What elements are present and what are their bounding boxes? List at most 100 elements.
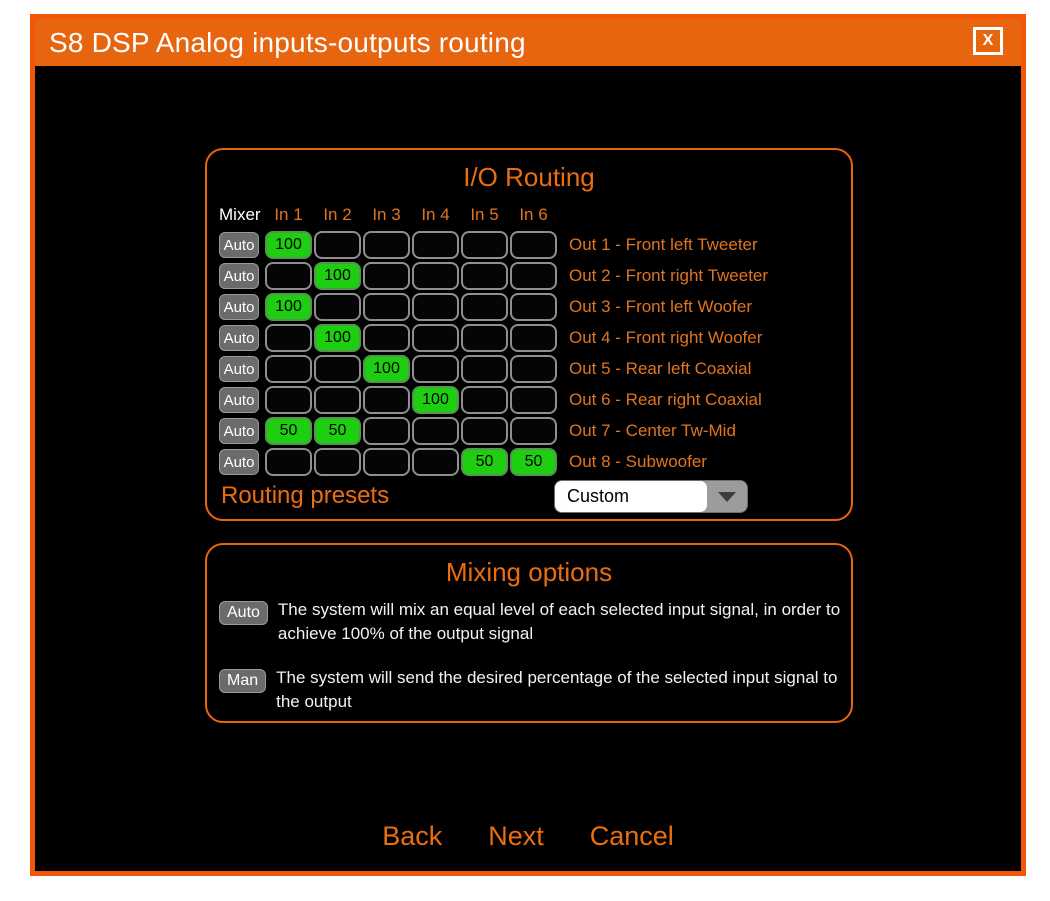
routing-cell-out4-in4[interactable] bbox=[412, 324, 459, 352]
close-button[interactable]: X bbox=[973, 27, 1003, 55]
mixer-mode-button-out-5[interactable]: Auto bbox=[219, 356, 259, 382]
input-header-1: In 1 bbox=[274, 205, 303, 224]
routing-cell-out7-in3[interactable] bbox=[363, 417, 410, 445]
routing-preset-value[interactable]: Custom bbox=[555, 481, 707, 512]
routing-cell-out7-in1[interactable]: 50 bbox=[265, 417, 312, 445]
routing-cell-out4-in5[interactable] bbox=[461, 324, 508, 352]
routing-cell-out3-in1[interactable]: 100 bbox=[265, 293, 312, 321]
matrix-row-out-7: Auto 50 50 Out 7 - Center Tw-Mid bbox=[219, 417, 851, 445]
input-header-5: In 5 bbox=[470, 205, 499, 224]
mixing-badge-man[interactable]: Man bbox=[219, 669, 267, 694]
routing-cell-out3-in6[interactable] bbox=[510, 293, 557, 321]
matrix-row-out-1: Auto 100 Out 1 - Front left Tweeter bbox=[219, 231, 851, 259]
routing-cell-out8-in5[interactable]: 50 bbox=[461, 448, 508, 476]
routing-cell-out2-in4[interactable] bbox=[412, 262, 459, 290]
mixing-description-auto: The system will mix an equal level of ea… bbox=[277, 600, 841, 644]
matrix-rows: Auto 100 Out 1 - Front left Tweeter Auto 100… bbox=[207, 231, 851, 476]
dropdown-button[interactable] bbox=[707, 481, 747, 512]
routing-cell-out2-in6[interactable] bbox=[510, 262, 557, 290]
routing-cell-out6-in2[interactable] bbox=[314, 386, 361, 414]
routing-cell-out4-in1[interactable] bbox=[265, 324, 312, 352]
routing-cell-out5-in4[interactable] bbox=[412, 355, 459, 383]
routing-cell-out5-in3[interactable]: 100 bbox=[363, 355, 410, 383]
mixer-mode-button-out-1[interactable]: Auto bbox=[219, 232, 259, 258]
routing-cell-out8-in2[interactable] bbox=[314, 448, 361, 476]
mixer-mode-button-out-8[interactable]: Auto bbox=[219, 449, 259, 475]
mixer-mode-button-out-6[interactable]: Auto bbox=[219, 387, 259, 413]
routing-cell-out4-in3[interactable] bbox=[363, 324, 410, 352]
routing-cell-out6-in1[interactable] bbox=[265, 386, 312, 414]
routing-cell-out5-in2[interactable] bbox=[314, 355, 361, 383]
routing-cell-out4-in6[interactable] bbox=[510, 324, 557, 352]
routing-cell-out7-in6[interactable] bbox=[510, 417, 557, 445]
routing-cell-out1-in4[interactable] bbox=[412, 231, 459, 259]
output-label-5: Out 5 - Rear left Coaxial bbox=[569, 359, 752, 378]
io-routing-panel: I/O Routing Mixer In 1 In 2 In 3 In 4 In 5 In… bbox=[205, 148, 853, 521]
output-label-4: Out 4 - Front right Woofer bbox=[569, 328, 763, 347]
input-header-6: In 6 bbox=[519, 205, 548, 224]
cancel-button[interactable]: Cancel bbox=[589, 821, 674, 851]
routing-cell-out1-in3[interactable] bbox=[363, 231, 410, 259]
routing-cell-out3-in2[interactable] bbox=[314, 293, 361, 321]
title-bar: S8 DSP Analog inputs-outputs routing X bbox=[35, 19, 1021, 66]
back-button[interactable]: Back bbox=[382, 821, 443, 851]
routing-cell-out7-in4[interactable] bbox=[412, 417, 459, 445]
routing-presets-label: Routing presets bbox=[221, 482, 390, 509]
routing-cell-out5-in1[interactable] bbox=[265, 355, 312, 383]
mixer-column-header: Mixer bbox=[219, 205, 261, 224]
output-label-3: Out 3 - Front left Woofer bbox=[569, 297, 752, 316]
routing-cell-out8-in6[interactable]: 50 bbox=[510, 448, 557, 476]
matrix-row-out-4: Auto 100 Out 4 - Front right Woofer bbox=[219, 324, 851, 352]
routing-cell-out6-in3[interactable] bbox=[363, 386, 410, 414]
routing-cell-out6-in5[interactable] bbox=[461, 386, 508, 414]
routing-cell-out1-in1[interactable]: 100 bbox=[265, 231, 312, 259]
mixer-mode-button-out-7[interactable]: Auto bbox=[219, 418, 259, 444]
routing-cell-out8-in3[interactable] bbox=[363, 448, 410, 476]
routing-cell-out3-in3[interactable] bbox=[363, 293, 410, 321]
mixer-mode-button-out-4[interactable]: Auto bbox=[219, 325, 259, 351]
input-header-3: In 3 bbox=[372, 205, 401, 224]
mixing-option-auto: Auto The system will mix an equal level o… bbox=[219, 598, 851, 646]
routing-cell-out6-in6[interactable] bbox=[510, 386, 557, 414]
mixer-mode-button-out-2[interactable]: Auto bbox=[219, 263, 259, 289]
mixing-badge-auto[interactable]: Auto bbox=[219, 601, 268, 625]
routing-cell-out1-in5[interactable] bbox=[461, 231, 508, 259]
routing-cell-out2-in3[interactable] bbox=[363, 262, 410, 290]
mixing-options-list: Auto The system will mix an equal level o… bbox=[207, 598, 851, 715]
matrix-row-out-2: Auto 100 Out 2 - Front right Tweeter bbox=[219, 262, 851, 290]
input-header-4: In 4 bbox=[421, 205, 450, 224]
mixing-options-title: Mixing options bbox=[445, 557, 613, 587]
routing-cell-out8-in1[interactable] bbox=[265, 448, 312, 476]
routing-cell-out4-in2[interactable]: 100 bbox=[314, 324, 361, 352]
routing-cell-out8-in4[interactable] bbox=[412, 448, 459, 476]
output-label-2: Out 2 - Front right Tweeter bbox=[569, 266, 769, 285]
matrix-row-out-8: Auto 50 50 Out 8 - Subwoofer bbox=[219, 448, 851, 476]
routing-cell-out1-in2[interactable] bbox=[314, 231, 361, 259]
output-label-1: Out 1 - Front left Tweeter bbox=[569, 235, 758, 254]
routing-cell-out2-in2[interactable]: 100 bbox=[314, 262, 361, 290]
matrix-row-out-5: Auto 100 Out 5 - Rear left Coaxial bbox=[219, 355, 851, 383]
routing-cell-out3-in5[interactable] bbox=[461, 293, 508, 321]
routing-presets-row: Routing presets Custom bbox=[207, 480, 851, 516]
output-label-6: Out 6 - Rear right Coaxial bbox=[569, 390, 762, 409]
mixing-description-man: The system will send the desired percent… bbox=[276, 668, 838, 712]
routing-cell-out2-in1[interactable] bbox=[265, 262, 312, 290]
routing-cell-out5-in5[interactable] bbox=[461, 355, 508, 383]
matrix-row-out-6: Auto 100 Out 6 - Rear right Coaxial bbox=[219, 386, 851, 414]
routing-cell-out3-in4[interactable] bbox=[412, 293, 459, 321]
next-button[interactable]: Next bbox=[488, 821, 544, 851]
routing-preset-dropdown[interactable]: Custom bbox=[554, 480, 748, 513]
routing-cell-out1-in6[interactable] bbox=[510, 231, 557, 259]
routing-cell-out7-in5[interactable] bbox=[461, 417, 508, 445]
matrix-header-row: Mixer In 1 In 2 In 3 In 4 In 5 In 6 bbox=[219, 205, 851, 225]
dialog-window: S8 DSP Analog inputs-outputs routing X I… bbox=[30, 14, 1026, 876]
mixing-options-panel: Mixing options Auto The system will mix a… bbox=[205, 543, 853, 723]
chevron-down-icon bbox=[718, 491, 736, 502]
dialog-content: I/O Routing Mixer In 1 In 2 In 3 In 4 In 5 In… bbox=[35, 66, 1021, 871]
routing-cell-out5-in6[interactable] bbox=[510, 355, 557, 383]
mixer-mode-button-out-3[interactable]: Auto bbox=[219, 294, 259, 320]
routing-cell-out7-in2[interactable]: 50 bbox=[314, 417, 361, 445]
window-title: S8 DSP Analog inputs-outputs routing bbox=[49, 26, 526, 58]
routing-cell-out2-in5[interactable] bbox=[461, 262, 508, 290]
routing-cell-out6-in4[interactable]: 100 bbox=[412, 386, 459, 414]
